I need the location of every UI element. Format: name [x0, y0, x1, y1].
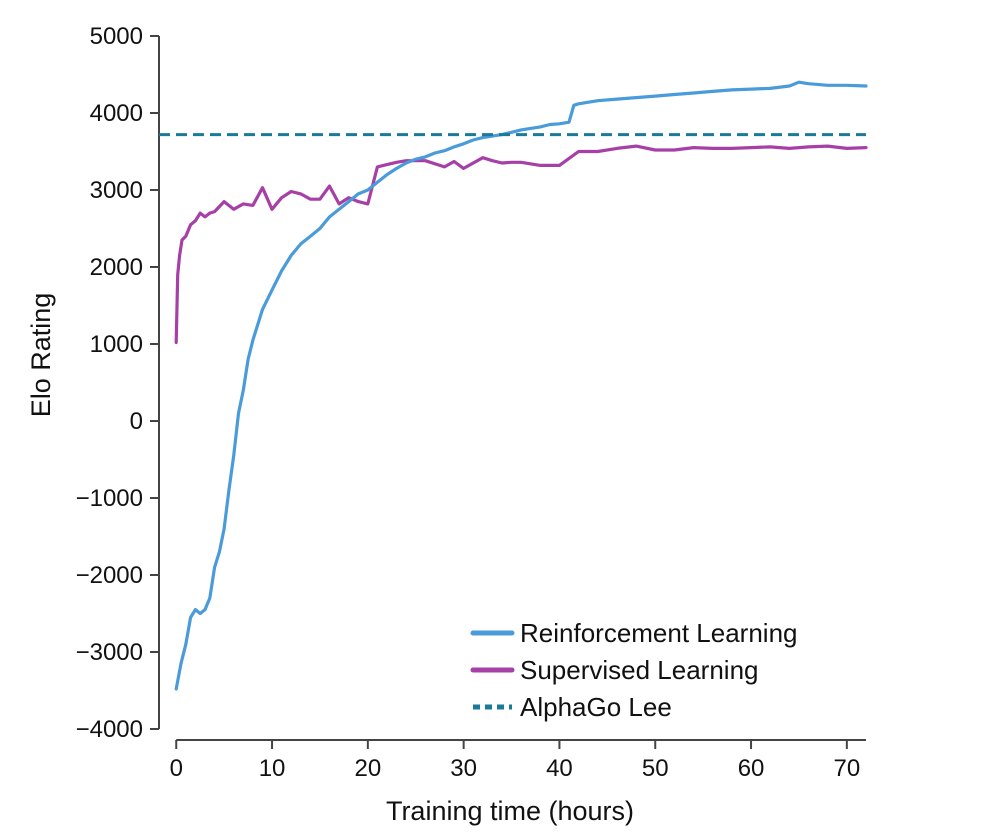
y-tick-label: −4000 — [76, 716, 143, 743]
x-tick-label: 50 — [642, 755, 669, 782]
x-tick-label: 60 — [738, 755, 765, 782]
x-tick-label: 10 — [259, 755, 286, 782]
series-line-supervised-learning — [174, 144, 868, 345]
x-tick-label: 20 — [354, 755, 381, 782]
y-tick-label: −1000 — [76, 485, 143, 512]
legend: Reinforcement Learning Supervised Learnin… — [470, 618, 798, 722]
y-tick-label: 1000 — [90, 331, 143, 358]
y-axis: −4000 −3000 −2000 −1000 0 1000 2000 3000 4000 500… — [76, 23, 160, 743]
series-line-reinforcement-learning — [174, 80, 868, 691]
y-tick-label: 0 — [130, 408, 143, 435]
x-axis-label: Training time (hours) — [386, 796, 634, 826]
y-tick-label: 3000 — [90, 177, 143, 204]
legend-label-alphago-lee: AlphaGo Lee — [520, 692, 672, 722]
legend-label-supervised-learning: Supervised Learning — [520, 655, 759, 685]
x-tick-label: 30 — [450, 755, 477, 782]
x-tick-label: 70 — [833, 755, 860, 782]
legend-label-reinforcement-learning: Reinforcement Learning — [520, 618, 798, 648]
x-axis: 0 10 20 30 40 50 60 70 — [170, 739, 866, 782]
series-layer — [159, 80, 868, 691]
y-tick-label: −2000 — [76, 562, 143, 589]
y-axis-label: Elo Rating — [26, 293, 56, 418]
x-tick-label: 0 — [170, 755, 183, 782]
y-tick-label: −3000 — [76, 639, 143, 666]
y-tick-label: 4000 — [90, 100, 143, 127]
x-tick-label: 40 — [546, 755, 573, 782]
y-tick-label: 2000 — [90, 254, 143, 281]
y-tick-label: 5000 — [90, 23, 143, 50]
